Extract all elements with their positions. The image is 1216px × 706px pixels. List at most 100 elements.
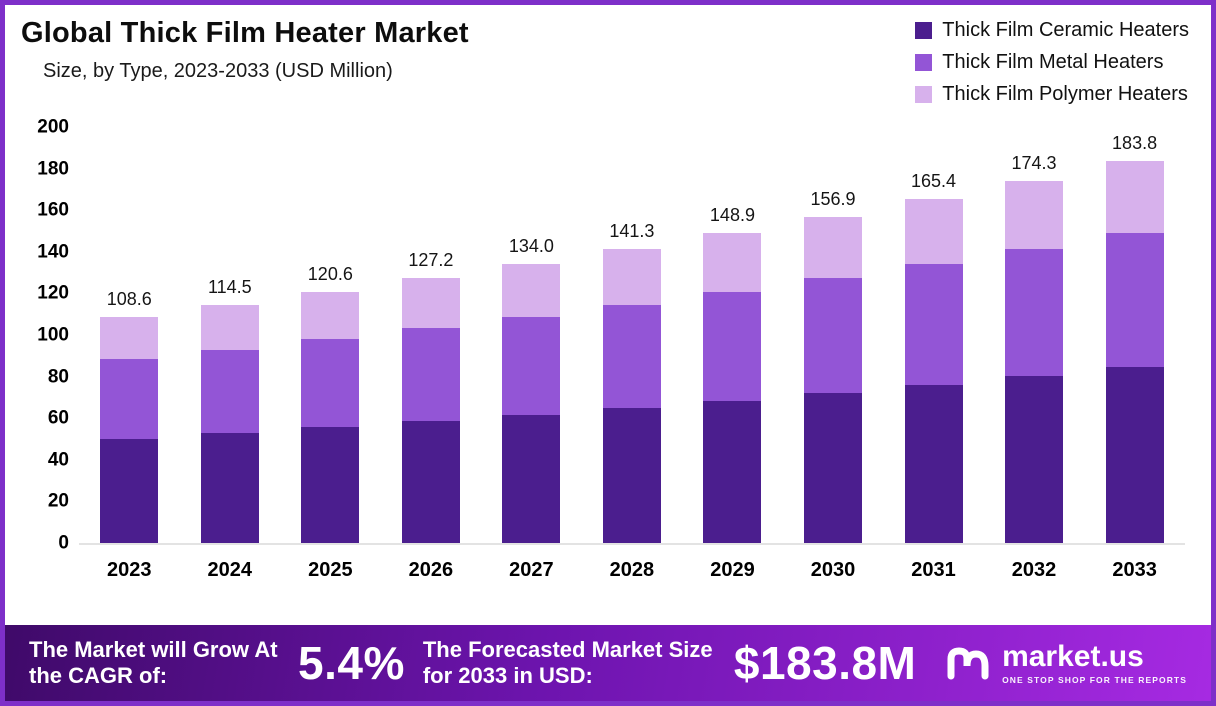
y-tick-label: 40 (47, 449, 69, 471)
legend-label: Thick Film Ceramic Heaters (942, 19, 1189, 41)
bar-total-label: 165.4 (910, 171, 957, 192)
bar-column: 120.6 2025 (301, 127, 360, 581)
bar-segment (301, 427, 360, 543)
bar-total-label: 120.6 (307, 264, 353, 285)
page-subtitle: Size, by Type, 2023-2033 (USD Million) (43, 60, 393, 82)
bar-segment (200, 433, 259, 543)
bar-segment (401, 328, 460, 422)
y-tick-label: 160 (37, 199, 69, 221)
marketus-logo-icon (947, 647, 989, 680)
bar-total-label: 156.9 (810, 188, 856, 209)
bar-column: 156.9 2030 (803, 127, 862, 581)
cagr-label: The Market will Grow At the CAGR of: (29, 637, 278, 688)
bar-total-label: 114.5 (207, 276, 252, 297)
y-tick-label: 60 (47, 407, 69, 429)
bar-column: 141.3 2028 (602, 127, 661, 581)
bar-total-label: 148.9 (709, 205, 755, 226)
x-axis-label: 2029 (710, 559, 755, 581)
bar-column: 134.0 2027 (502, 127, 561, 581)
x-axis-label: 2028 (609, 559, 655, 581)
x-axis-label: 2026 (408, 559, 454, 581)
bar-segment (502, 316, 561, 415)
x-axis-label: 2033 (1112, 559, 1157, 581)
bar-total-label: 134.0 (508, 236, 554, 257)
bar-total-label: 174.3 (1011, 152, 1057, 173)
bar-column: 148.9 2029 (703, 127, 762, 581)
bar-segment (703, 291, 762, 401)
y-tick-label: 180 (37, 158, 69, 180)
x-axis-label: 2025 (308, 559, 353, 581)
legend: Thick Film Ceramic Heaters Thick Film Met… (915, 17, 1189, 106)
bar-segment (401, 421, 460, 543)
x-axis-label: 2032 (1011, 559, 1057, 581)
page-title: Global Thick Film Heater Market (21, 17, 469, 49)
bar-segment (703, 400, 762, 543)
bar-segment (301, 292, 360, 340)
legend-label: Thick Film Metal Heaters (942, 51, 1164, 73)
bar-column: 108.6 2023 (100, 127, 159, 581)
chart-area: 0 20 40 60 80 100 120 140 160 180 200 108.6 2023 114… (5, 109, 1211, 625)
legend-swatch (915, 54, 933, 71)
brand-text: market.us ONE STOP SHOP FOR THE REPORTS (1002, 641, 1187, 684)
legend-item: Thick Film Polymer Heaters (915, 83, 1189, 106)
bar-segment (502, 414, 561, 543)
bar-segment (301, 339, 360, 428)
cagr-value: 5.4% (298, 637, 405, 689)
bar-segment (602, 407, 661, 543)
bar-segment (1105, 367, 1164, 543)
bar-segment (602, 249, 661, 305)
bar-segment (100, 438, 159, 543)
legend-label: Thick Film Polymer Heaters (942, 83, 1188, 105)
chart-header: Global Thick Film Heater Market Size, by… (5, 5, 1211, 109)
bar-segment (904, 199, 963, 265)
x-axis-label: 2030 (810, 559, 856, 581)
y-axis: 0 20 40 60 80 100 120 140 160 180 200 (17, 118, 79, 553)
bar-total-label: 141.3 (609, 221, 655, 242)
bar-segment (100, 359, 159, 439)
bar-total-label: 108.6 (106, 289, 152, 310)
bar-segment (1005, 249, 1064, 377)
bar-segment (904, 384, 963, 543)
bar-segment (602, 304, 661, 408)
brand-block: market.us ONE STOP SHOP FOR THE REPORTS (944, 641, 1187, 684)
bar-segment (200, 349, 259, 434)
bar-column: 174.3 2032 (1005, 127, 1064, 581)
x-axis-label: 2027 (509, 559, 554, 581)
y-tick-label: 120 (37, 282, 69, 304)
x-axis-label: 2023 (107, 559, 152, 581)
footer-banner: The Market will Grow At the CAGR of: 5.4… (5, 625, 1211, 701)
x-axis-label: 2031 (911, 559, 956, 581)
bar-segment (1005, 376, 1064, 543)
bar-segment (803, 216, 862, 279)
x-axis-label: 2024 (207, 559, 253, 581)
y-tick-label: 80 (47, 366, 69, 388)
bar-segment (803, 392, 862, 543)
bar-segment (502, 264, 561, 317)
y-tick-label: 140 (37, 241, 69, 263)
legend-item: Thick Film Metal Heaters (915, 51, 1189, 74)
title-block: Global Thick Film Heater Market Size, by… (21, 17, 469, 83)
legend-swatch (915, 86, 933, 103)
bar-segment (703, 233, 762, 292)
y-tick-label: 0 (58, 532, 69, 554)
bar-column: 127.2 2026 (401, 127, 460, 581)
bar-segment (401, 278, 460, 329)
y-tick-label: 200 (37, 116, 69, 138)
bar-segment (1005, 180, 1064, 250)
bar-segment (1105, 233, 1164, 367)
brand-name: market.us (1002, 640, 1144, 674)
bar-total-label: 127.2 (408, 250, 454, 271)
forecast-label: The Forecasted Market Size for 2033 in U… (422, 637, 713, 688)
forecast-value: $183.8M (733, 637, 917, 689)
bar-segment (904, 264, 963, 385)
legend-swatch (915, 22, 933, 39)
bar-segment (200, 304, 259, 350)
bar-column: 114.5 2024 (200, 127, 259, 581)
bar-total-label: 183.8 (1112, 132, 1158, 153)
plot-area: 108.6 2023 114.5 2024 120.6 2025 127.2 2026 134.… (79, 127, 1185, 581)
bar-segment (1105, 160, 1164, 233)
bars: 108.6 2023 114.5 2024 120.6 2025 127.2 2026 134.… (79, 127, 1185, 581)
bar-segment (100, 317, 159, 360)
bar-column: 165.4 2031 (904, 127, 963, 581)
